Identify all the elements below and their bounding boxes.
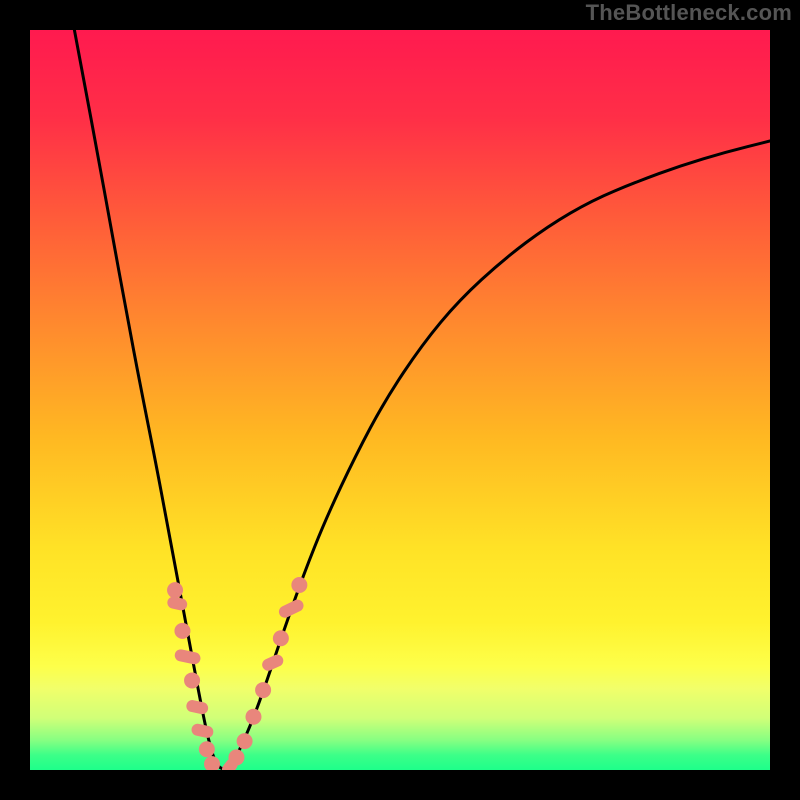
- chart-container: TheBottleneck.com: [0, 0, 800, 800]
- watermark-text: TheBottleneck.com: [586, 0, 792, 26]
- marker-dot: [237, 733, 253, 749]
- marker-dot: [273, 630, 289, 646]
- marker-dot: [199, 741, 215, 757]
- marker-dot: [184, 672, 200, 688]
- bottleneck-chart: [30, 30, 770, 770]
- marker-dot: [228, 749, 244, 765]
- plot-area: [30, 30, 770, 770]
- marker-dot: [291, 577, 307, 593]
- marker-dot: [255, 682, 271, 698]
- marker-dot: [245, 709, 261, 725]
- gradient-background: [30, 30, 770, 770]
- marker-dot: [174, 623, 190, 639]
- marker-dot: [167, 582, 183, 598]
